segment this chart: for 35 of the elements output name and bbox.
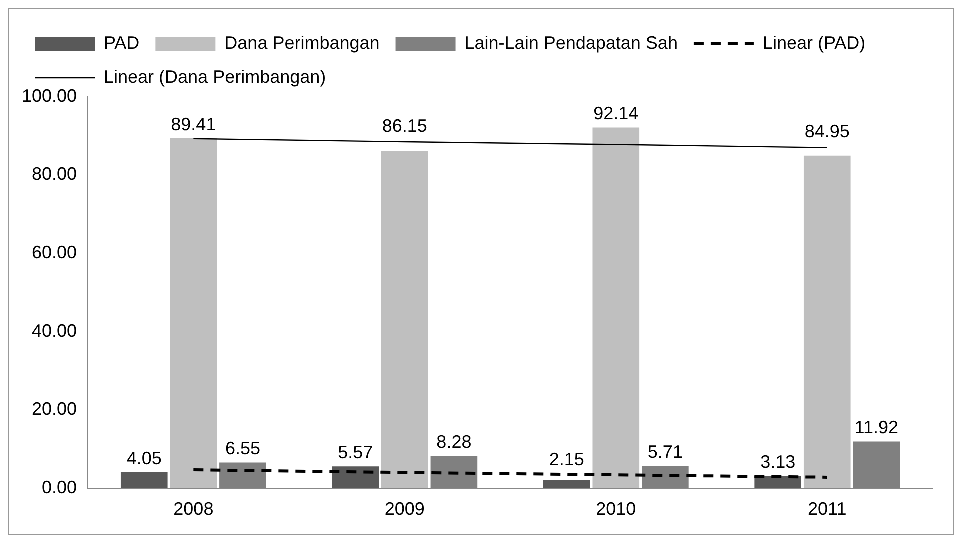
data-label: 11.92 (854, 418, 899, 438)
y-tick-label: 0.00 (42, 477, 78, 498)
x-tick-label: 2011 (808, 499, 847, 520)
data-label: 2.15 (549, 450, 584, 470)
bar (543, 480, 590, 488)
data-label: 3.13 (760, 452, 796, 472)
bar (592, 128, 640, 488)
data-label: 86.15 (382, 116, 428, 136)
y-tick-label: 60.00 (32, 242, 78, 263)
legend-label: Linear (PAD) (762, 32, 866, 53)
legend-label: Linear (Dana Perimbangan) (104, 66, 326, 87)
y-tick-label: 80.00 (32, 164, 78, 184)
bar (332, 466, 380, 488)
data-label: 89.41 (171, 114, 216, 134)
data-label: 6.55 (225, 438, 260, 459)
x-tick-label: 2009 (384, 499, 425, 520)
data-label: 4.05 (126, 448, 162, 469)
data-label: 8.28 (436, 432, 472, 452)
data-label: 5.57 (338, 442, 374, 463)
legend-label: PAD (104, 32, 140, 53)
y-tick-label: 100.00 (22, 86, 78, 106)
bar (120, 472, 168, 488)
legend-label: Dana Perimbangan (224, 32, 380, 53)
data-label: 92.14 (594, 104, 639, 124)
bar (804, 156, 851, 488)
data-label: 5.71 (648, 442, 683, 462)
bar (170, 138, 218, 488)
line-series (192, 468, 829, 479)
y-tick-label: 40.00 (32, 320, 78, 341)
legend-label: Lain-Lain Pendapatan Sah (464, 32, 678, 53)
bar (381, 151, 428, 488)
x-tick-label: 2008 (174, 499, 214, 520)
data-label: 84.95 (804, 122, 850, 142)
y-tick-label: 20.00 (32, 399, 78, 420)
x-tick-label: 2010 (596, 499, 636, 520)
